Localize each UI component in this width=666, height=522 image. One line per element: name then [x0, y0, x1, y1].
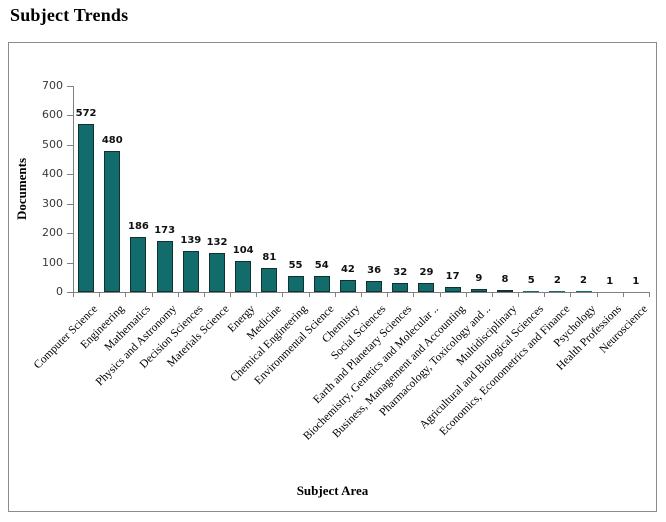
y-axis-tick: [67, 115, 73, 117]
bar-value-label: 54: [314, 260, 329, 272]
y-axis-tick: [67, 203, 73, 205]
x-axis-tick: [177, 293, 179, 297]
bar-value-label: 104: [232, 245, 254, 257]
bar-value-label: 36: [367, 265, 382, 277]
x-axis-tick: [518, 293, 520, 297]
bar-value-label: 1: [632, 275, 640, 287]
y-axis-tick: [67, 174, 73, 176]
bar: [313, 276, 330, 292]
bar: [156, 241, 173, 292]
y-axis-tick: [67, 262, 73, 264]
x-axis-tick: [570, 293, 572, 297]
bar: [209, 253, 225, 292]
page-title: Subject Trends: [10, 5, 129, 25]
bar: [235, 261, 252, 292]
bar-value-label: 5: [527, 274, 535, 286]
x-axis-tick: [622, 293, 624, 297]
bar: [287, 275, 304, 292]
bar-value-label: 8: [501, 273, 509, 285]
x-axis-tick: [99, 293, 101, 297]
x-axis-tick: [439, 293, 441, 297]
bar-value-label: 173: [154, 225, 176, 237]
bar: [261, 268, 278, 292]
x-axis-tick: [282, 293, 284, 297]
bar: [575, 291, 592, 292]
y-axis-tick-label: 200: [42, 226, 63, 240]
bar-value-label: 572: [75, 107, 97, 119]
y-axis-tick-label: 400: [42, 167, 63, 181]
bar-value-label: 480: [101, 134, 123, 146]
bar: [418, 283, 435, 292]
y-axis-tick: [67, 233, 73, 235]
bar: [182, 251, 199, 292]
x-axis-tick: [308, 293, 310, 297]
y-axis-tick: [67, 86, 73, 87]
x-axis-tick: [73, 293, 74, 297]
bar-value-label: 81: [262, 252, 277, 264]
y-axis-tick-label: 100: [42, 255, 63, 269]
y-axis-title-text: Documents: [14, 157, 30, 221]
bar-value-label: 1: [606, 275, 614, 287]
bar-value-label: 2: [580, 275, 588, 287]
bar-value-label: 9: [475, 273, 483, 285]
x-axis-tick: [387, 293, 389, 297]
x-axis-tick: [230, 293, 232, 297]
bar: [339, 279, 356, 292]
x-axis-tick: [203, 293, 205, 297]
bar: [470, 289, 487, 292]
x-axis-tick: [361, 293, 362, 297]
bar: [523, 290, 540, 292]
x-axis-tick: [151, 293, 153, 297]
bar-value-label: 55: [288, 259, 303, 271]
y-axis-tick-label: 600: [42, 108, 63, 122]
bar: [366, 281, 383, 292]
bar-value-label: 132: [206, 237, 228, 249]
x-axis-tick: [596, 293, 598, 297]
bar: [130, 237, 147, 292]
y-axis-tick-label: 0: [56, 285, 63, 298]
bar: [497, 289, 513, 292]
bar-value-label: 32: [393, 266, 408, 278]
y-axis-tick-label: 500: [42, 137, 63, 151]
bar: [549, 291, 566, 292]
bar-value-label: 42: [340, 263, 355, 275]
x-axis-tick: [544, 293, 546, 297]
bar-value-label: 2: [553, 275, 561, 287]
y-axis-tick: [67, 292, 73, 293]
x-axis-tick: [649, 293, 650, 297]
y-axis-line: [73, 86, 74, 293]
y-axis-tick-label: 300: [42, 196, 63, 210]
chart-frame: Documents 0 100 200 300 400 500 600 700 572 480 1…: [8, 42, 657, 512]
x-axis-tick: [413, 293, 415, 297]
y-axis-tick: [67, 144, 73, 146]
x-axis-tick: [334, 293, 336, 297]
bar: [78, 123, 95, 292]
bar-value-label: 186: [128, 221, 149, 233]
x-axis-line: [73, 292, 650, 293]
x-axis-tick: [125, 293, 127, 297]
bar-value-label: 139: [180, 235, 202, 247]
x-axis-tick: [256, 293, 258, 297]
x-axis-title: Subject Area: [296, 483, 369, 498]
y-axis-tick-label: 700: [42, 79, 63, 92]
x-axis-tick: [491, 293, 493, 297]
bar: [392, 282, 409, 292]
bar-value-label: 29: [419, 267, 434, 279]
x-axis-tick: [465, 293, 467, 297]
bar-value-label: 17: [445, 270, 460, 282]
bar: [444, 286, 461, 292]
bar: [104, 150, 121, 292]
